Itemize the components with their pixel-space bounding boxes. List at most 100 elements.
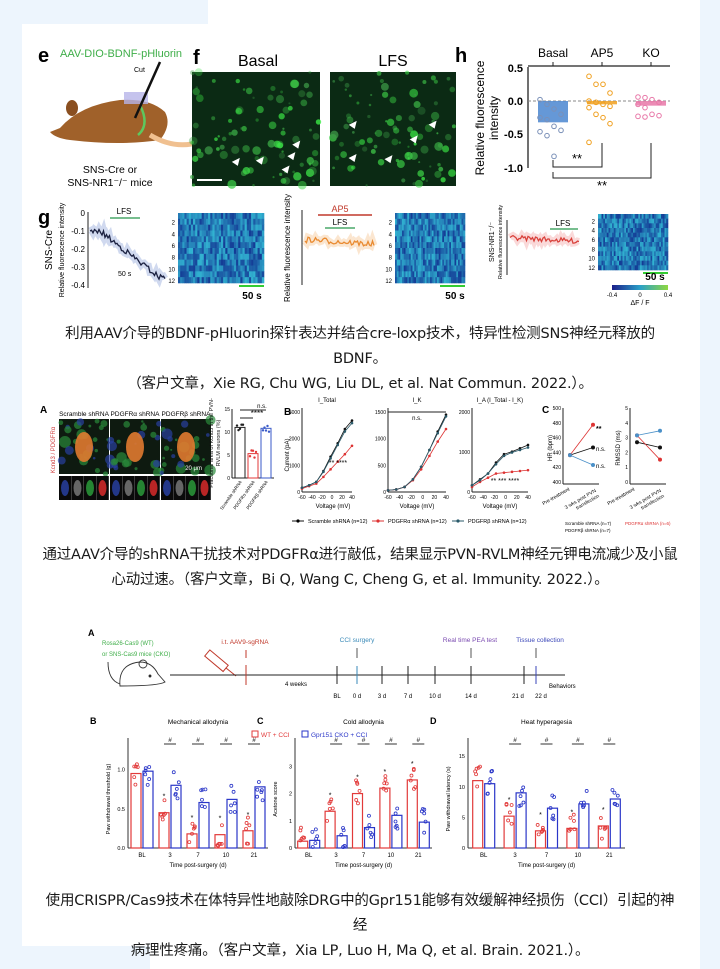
heatmap-cell — [444, 265, 447, 272]
heatmap-cell — [216, 213, 220, 220]
heatmap-cell — [598, 218, 601, 224]
axis-label: Voltage (mV) — [400, 504, 435, 510]
cell-spot — [330, 130, 339, 140]
heatmap-cell — [631, 242, 634, 247]
cell-spot — [420, 145, 429, 154]
axis-label: HR (bpm) — [548, 435, 554, 461]
heatmap-cell — [652, 237, 655, 243]
heatmap-cell — [403, 259, 406, 266]
heatmap-cell — [407, 224, 410, 231]
heatmap-cell — [240, 230, 243, 237]
heatmap-cell — [233, 224, 237, 231]
heatmap-cell — [248, 213, 252, 220]
heatmap-cell — [641, 228, 644, 233]
heatmap-cell — [650, 228, 653, 233]
data-point — [267, 430, 271, 433]
heatmap-cell — [620, 218, 623, 224]
cell-spot — [240, 126, 243, 130]
heatmap-cell — [666, 251, 669, 257]
heatmap-cell — [664, 223, 667, 229]
heatmap-cell — [659, 256, 662, 261]
trace-yticks: 0 -0.1 -0.2 -0.3 -0.4 — [71, 209, 85, 290]
tick-label: 0.5 — [117, 807, 125, 813]
data-point — [475, 784, 480, 789]
heatmap-cell — [259, 218, 263, 225]
heatmap-cell — [647, 246, 650, 252]
heatmap-cell — [631, 265, 634, 271]
heatmap-cell — [184, 230, 187, 237]
heatmap-cell — [223, 224, 226, 231]
heatmap-cell — [414, 224, 417, 231]
heatmap-cell — [396, 271, 399, 278]
category-label: BL — [480, 853, 488, 859]
heatmap-cell — [402, 230, 405, 237]
heatmap-cell — [421, 248, 424, 255]
heatmap-cell — [608, 223, 611, 229]
heatmap-cell — [225, 213, 228, 220]
heatmap-cell — [622, 260, 625, 266]
heatmap-cell — [248, 224, 252, 231]
cell-spot — [94, 448, 98, 453]
heatmap-cell — [664, 232, 667, 238]
bar — [578, 803, 590, 849]
axis-label: RMSSD (ms) — [616, 430, 622, 465]
bar — [546, 807, 559, 849]
heatmap-cell — [451, 265, 454, 272]
heatmap-cell — [403, 218, 406, 225]
tick-label: -0.4 — [71, 281, 85, 290]
heatmap-cell — [449, 259, 452, 266]
heatmap-cell — [410, 253, 413, 260]
heatmap-cell — [197, 277, 200, 284]
heatmap-cell — [603, 242, 606, 247]
heatmap-cell — [412, 253, 415, 260]
heatmap-cell — [242, 230, 245, 237]
heatmap-cell — [231, 265, 235, 272]
heatmap-cell — [395, 236, 398, 243]
heatmap-cell — [205, 213, 209, 220]
heatmap-cell — [650, 265, 653, 271]
cell-spot — [299, 162, 304, 167]
heatmap-cell — [419, 271, 422, 278]
data-point — [299, 836, 304, 841]
heatmap-cell — [410, 271, 413, 278]
heatmap-cell — [461, 265, 464, 272]
bar — [309, 839, 321, 849]
panel-letter: h — [455, 45, 467, 67]
heatmap-cell — [654, 265, 657, 271]
cell-spot — [163, 445, 170, 451]
heatmap-cell — [608, 256, 611, 261]
caption-line: 使用CRISPR/Cas9技术在体特异性地敲除DRG中的Gpr151能够有效缓解… — [45, 893, 675, 934]
cell-spot — [308, 70, 312, 74]
heatmap-cell — [212, 242, 215, 249]
heatmap-cell — [244, 218, 248, 225]
cell-spot — [156, 420, 162, 427]
heatmap-cell — [231, 253, 235, 260]
data-point — [487, 780, 492, 785]
cell-spot — [219, 150, 228, 160]
cut-label: Cut — [134, 67, 145, 74]
data-point — [354, 778, 358, 783]
heatmap-cell — [431, 259, 434, 266]
tick-label: -20 — [491, 495, 498, 501]
data-point — [602, 826, 607, 831]
heatmap-cell — [405, 236, 408, 243]
heatmap-cell — [405, 271, 408, 278]
heatmap-cell — [255, 265, 258, 272]
heatmap-cell — [657, 232, 660, 238]
heatmap-cell — [606, 214, 609, 219]
heatmap-cell — [227, 253, 230, 260]
tick-label: 10 — [459, 785, 465, 791]
heatmap-cell — [221, 259, 224, 266]
caption-line: 病理性疼痛。（客户文章，Xia LP, Luo H, Ma Q, et al. … — [130, 943, 590, 959]
heatmap-cell — [182, 230, 185, 237]
heatmap-cell — [664, 260, 667, 266]
tick-label: -40 — [480, 495, 487, 501]
heatmap-cell — [629, 237, 632, 243]
heatmap-cell — [612, 251, 615, 257]
cell-spot — [134, 467, 138, 471]
heatmap-cell — [629, 214, 632, 219]
heatmap-cell — [643, 237, 646, 243]
heatmap-cell — [203, 230, 207, 237]
heatmap-cell — [633, 223, 636, 229]
